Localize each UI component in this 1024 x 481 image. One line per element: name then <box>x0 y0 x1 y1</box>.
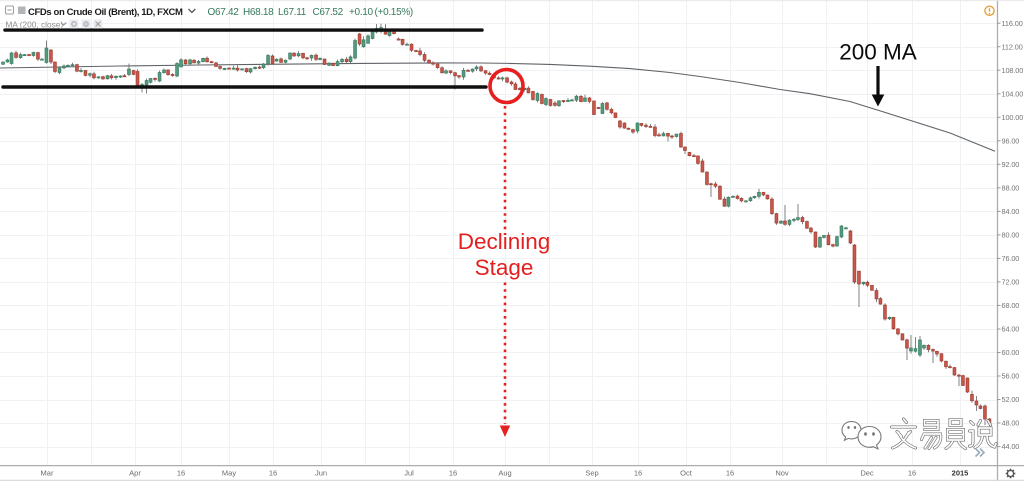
svg-text:Jul: Jul <box>404 469 414 478</box>
svg-text:(+0.15%): (+0.15%) <box>375 7 413 18</box>
svg-text:16: 16 <box>908 469 916 478</box>
svg-text:16: 16 <box>634 469 642 478</box>
svg-text:+0.10: +0.10 <box>349 7 374 18</box>
svg-text:H68.18: H68.18 <box>243 7 274 18</box>
svg-text:Aug: Aug <box>498 469 511 478</box>
svg-text:80.00: 80.00 <box>1002 231 1020 240</box>
svg-text:76.00: 76.00 <box>1002 254 1020 263</box>
svg-text:104.00: 104.00 <box>1002 89 1024 98</box>
svg-text:16: 16 <box>177 469 185 478</box>
svg-text:72.00: 72.00 <box>1002 278 1020 287</box>
svg-text:16: 16 <box>726 469 734 478</box>
svg-text:16: 16 <box>269 469 277 478</box>
svg-text:L67.11: L67.11 <box>278 7 307 18</box>
svg-text:16: 16 <box>449 469 457 478</box>
svg-text:Oct: Oct <box>680 469 693 478</box>
svg-text:O67.42: O67.42 <box>208 7 240 18</box>
svg-text:96.00: 96.00 <box>1002 136 1020 145</box>
svg-text:112.00: 112.00 <box>1002 42 1023 51</box>
svg-text:56.00: 56.00 <box>1002 372 1020 381</box>
svg-text:100.00: 100.00 <box>1002 113 1024 122</box>
svg-text:Sep: Sep <box>585 469 598 478</box>
svg-text:Nov: Nov <box>775 469 789 478</box>
svg-text:Dec: Dec <box>860 469 874 478</box>
svg-text:88.00: 88.00 <box>1002 183 1020 192</box>
svg-text:2015: 2015 <box>952 469 969 478</box>
svg-text:64.00: 64.00 <box>1002 325 1020 334</box>
svg-text:60.00: 60.00 <box>1002 348 1020 357</box>
svg-text:200 MA: 200 MA <box>839 40 917 65</box>
svg-text:48.00: 48.00 <box>1002 419 1020 428</box>
svg-text:84.00: 84.00 <box>1002 207 1020 216</box>
svg-text:Declining: Declining <box>458 229 551 254</box>
svg-text:52.00: 52.00 <box>1002 395 1020 404</box>
svg-text:CFDs on Crude Oil (Brent), 1D,: CFDs on Crude Oil (Brent), 1D, FXCM <box>28 7 183 18</box>
svg-text:108.00: 108.00 <box>1002 66 1024 75</box>
svg-text:C67.52: C67.52 <box>313 7 344 18</box>
svg-text:68.00: 68.00 <box>1002 301 1020 310</box>
svg-text:44.00: 44.00 <box>1002 442 1020 451</box>
svg-text:116.00: 116.00 <box>1002 19 1023 28</box>
svg-text:Stage: Stage <box>475 255 534 280</box>
svg-text:MA (200, close): MA (200, close) <box>6 20 64 30</box>
svg-text:Mar: Mar <box>41 469 54 478</box>
svg-text:Apr: Apr <box>129 469 141 478</box>
svg-text:Jun: Jun <box>315 469 327 478</box>
svg-text:May: May <box>222 469 236 478</box>
svg-text:92.00: 92.00 <box>1002 160 1020 169</box>
